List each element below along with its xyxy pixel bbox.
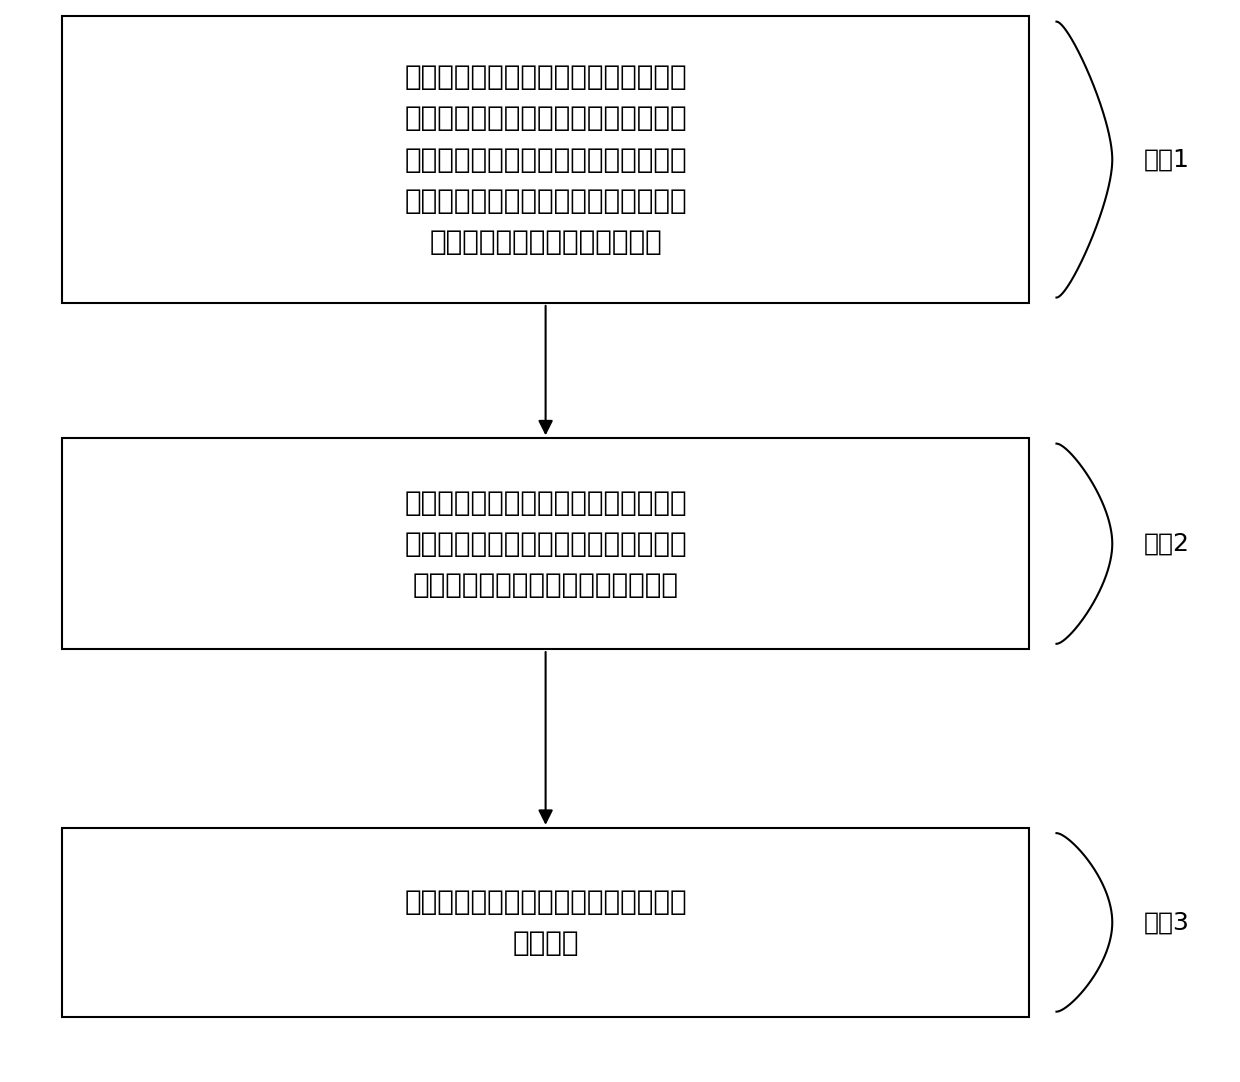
Text: 步骤2: 步骤2 <box>1143 531 1189 556</box>
Text: 根据确定的补偿电压值调节所述电源的
输出电压: 根据确定的补偿电压值调节所述电源的 输出电压 <box>404 888 687 956</box>
Bar <box>62 16 1029 303</box>
Bar <box>62 828 1029 1017</box>
Text: 将一根导线的两端分别连接单片机采样
输入正极和负载端的供电负极、单片机
采样输入负极与电源供电输出端负极连
接，其中，电源和负载之间连接有用于
传输电能的第一电: 将一根导线的两端分别连接单片机采样 输入正极和负载端的供电负极、单片机 采样输入… <box>404 63 687 256</box>
Text: 在所述电源为所述负载供电的过程中，
对所述导线上的电压信号进行采样，然
后依据所述电压信号确定补偿电压值: 在所述电源为所述负载供电的过程中， 对所述导线上的电压信号进行采样，然 后依据所… <box>404 488 687 599</box>
Bar <box>62 438 1029 649</box>
Text: 步骤1: 步骤1 <box>1143 147 1189 172</box>
Text: 步骤3: 步骤3 <box>1143 910 1189 935</box>
